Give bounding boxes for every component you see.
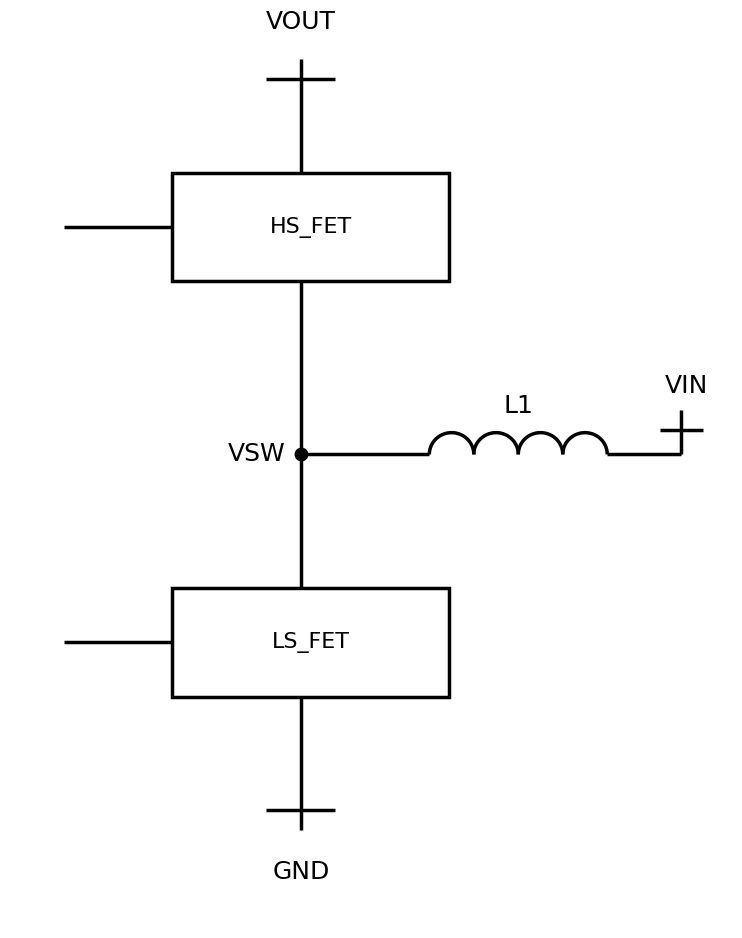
Text: GND: GND bbox=[272, 860, 329, 884]
Bar bbox=[172, 173, 449, 281]
Text: LS_FET: LS_FET bbox=[272, 631, 349, 653]
Text: VSW: VSW bbox=[229, 443, 286, 466]
Bar bbox=[172, 588, 449, 697]
Text: VIN: VIN bbox=[665, 374, 708, 398]
Text: L1: L1 bbox=[503, 394, 533, 417]
Text: VOUT: VOUT bbox=[266, 10, 335, 35]
Text: HS_FET: HS_FET bbox=[269, 217, 352, 237]
